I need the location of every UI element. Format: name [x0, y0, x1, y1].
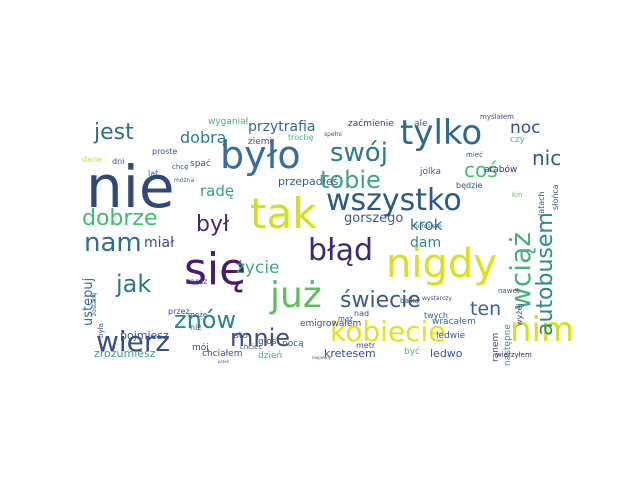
cloud-word: nam — [84, 228, 142, 258]
cloud-word: autobusem — [533, 212, 558, 336]
cloud-word: gorszego — [344, 211, 404, 226]
cloud-word: wracałem — [432, 317, 476, 327]
cloud-word: znów — [174, 306, 237, 334]
cloud-word: dam — [410, 235, 442, 251]
cloud-word: miał — [144, 235, 175, 251]
cloud-word: nim — [510, 310, 575, 350]
cloud-word: jest — [94, 120, 134, 145]
cloud-word: mnie — [230, 324, 291, 352]
cloud-word: zostanę — [91, 292, 98, 316]
cloud-word: emigrowałem — [300, 319, 362, 329]
cloud-word: przepadłeś — [278, 175, 339, 188]
cloud-word: świecie — [340, 288, 421, 313]
cloud-word: proste — [152, 147, 178, 156]
cloud-word: niż — [190, 323, 202, 332]
cloud-word: słońca — [551, 184, 560, 210]
cloud-word: kin — [512, 191, 523, 199]
cloud-word: nic — [532, 146, 562, 170]
cloud-word: dni — [112, 157, 125, 166]
cloud-word: coś — [464, 158, 498, 182]
cloud-word: twych — [424, 311, 448, 320]
cloud-word: bajką — [400, 297, 420, 305]
cloud-word: następne — [503, 324, 513, 366]
cloud-word: wyżej — [515, 303, 524, 326]
cloud-word: wystarczy — [422, 295, 452, 302]
cloud-word: nigdy — [386, 241, 497, 287]
cloud-word: dobrą — [180, 128, 227, 147]
cloud-word: jolka — [420, 167, 442, 177]
word-cloud: nie się było tak wszystko nigdy tylko już nim wci… — [80, 108, 574, 376]
cloud-word: dobrze — [82, 206, 158, 231]
cloud-word: nie — [86, 153, 175, 221]
cloud-word: nocą — [282, 339, 304, 349]
cloud-word: kobiecie — [330, 315, 446, 348]
cloud-word: swój — [330, 138, 388, 168]
cloud-word: myślałem — [480, 113, 514, 121]
cloud-word: sto — [234, 331, 248, 341]
cloud-word: ledwo — [430, 347, 463, 360]
cloud-word: tylko — [400, 113, 483, 153]
cloud-word: chcę — [172, 163, 189, 171]
cloud-word: zrozumiesz — [94, 347, 156, 360]
cloud-word: wierz — [96, 325, 171, 358]
cloud-word: być — [404, 347, 420, 357]
cloud-word: życie — [236, 258, 280, 278]
cloud-word: spełni — [324, 131, 342, 138]
cloud-word: arabów — [484, 165, 518, 175]
cloud-word: wciąż — [504, 232, 537, 310]
cloud-word: krok — [410, 216, 443, 234]
cloud-word: było — [220, 133, 301, 177]
cloud-word: niepewny — [312, 355, 332, 360]
cloud-word: przez — [168, 307, 190, 316]
cloud-word: ale — [414, 119, 428, 129]
cloud-word: ziemi — [248, 137, 273, 147]
cloud-word: noc — [510, 118, 541, 138]
cloud-word: mąż — [338, 315, 353, 323]
cloud-word: latach — [537, 191, 546, 216]
cloud-word: wierzyłem — [496, 351, 532, 359]
cloud-word: błąd — [308, 233, 373, 268]
cloud-word: się — [184, 244, 247, 295]
cloud-word: kretesem — [324, 347, 376, 360]
cloud-word: pojmiesz — [120, 329, 169, 342]
cloud-word: radę — [200, 182, 235, 200]
cloud-word: chcieć — [240, 343, 263, 351]
cloud-word: jak — [116, 270, 152, 298]
cloud-word: metr — [356, 341, 376, 350]
cloud-word: głos — [258, 337, 277, 347]
cloud-word: nad — [354, 309, 370, 318]
cloud-word: będzie — [456, 181, 483, 190]
cloud-word: można — [174, 177, 195, 184]
cloud-word: przytrafia — [248, 119, 316, 135]
cloud-word: tak — [250, 189, 317, 238]
cloud-word: był — [196, 212, 230, 237]
cloud-word: była — [97, 323, 105, 338]
cloud-word: mój — [192, 343, 209, 353]
cloud-word: ledwie — [436, 331, 466, 341]
cloud-word: zaćmienie — [348, 119, 394, 129]
cloud-word: ten — [470, 298, 502, 320]
cloud-word: zaraz — [186, 277, 208, 286]
cloud-word: trochę — [288, 133, 314, 142]
cloud-word: może — [188, 311, 208, 319]
cloud-word: czy — [510, 135, 525, 145]
cloud-word: przeż — [218, 359, 229, 364]
cloud-word: lat — [148, 169, 159, 178]
cloud-word: wyganiał — [208, 117, 249, 127]
cloud-word: nawet — [498, 287, 520, 295]
cloud-word: wszystko — [326, 183, 462, 218]
cloud-word: już — [270, 275, 322, 316]
cloud-word: dane — [82, 155, 102, 164]
cloud-word: tobie — [320, 166, 381, 194]
cloud-word: chciałem — [202, 349, 243, 359]
cloud-word: odrosłem — [414, 223, 442, 230]
cloud-word: spać — [190, 159, 211, 169]
cloud-word: mieć — [466, 151, 483, 159]
cloud-word: dzień — [258, 351, 283, 361]
